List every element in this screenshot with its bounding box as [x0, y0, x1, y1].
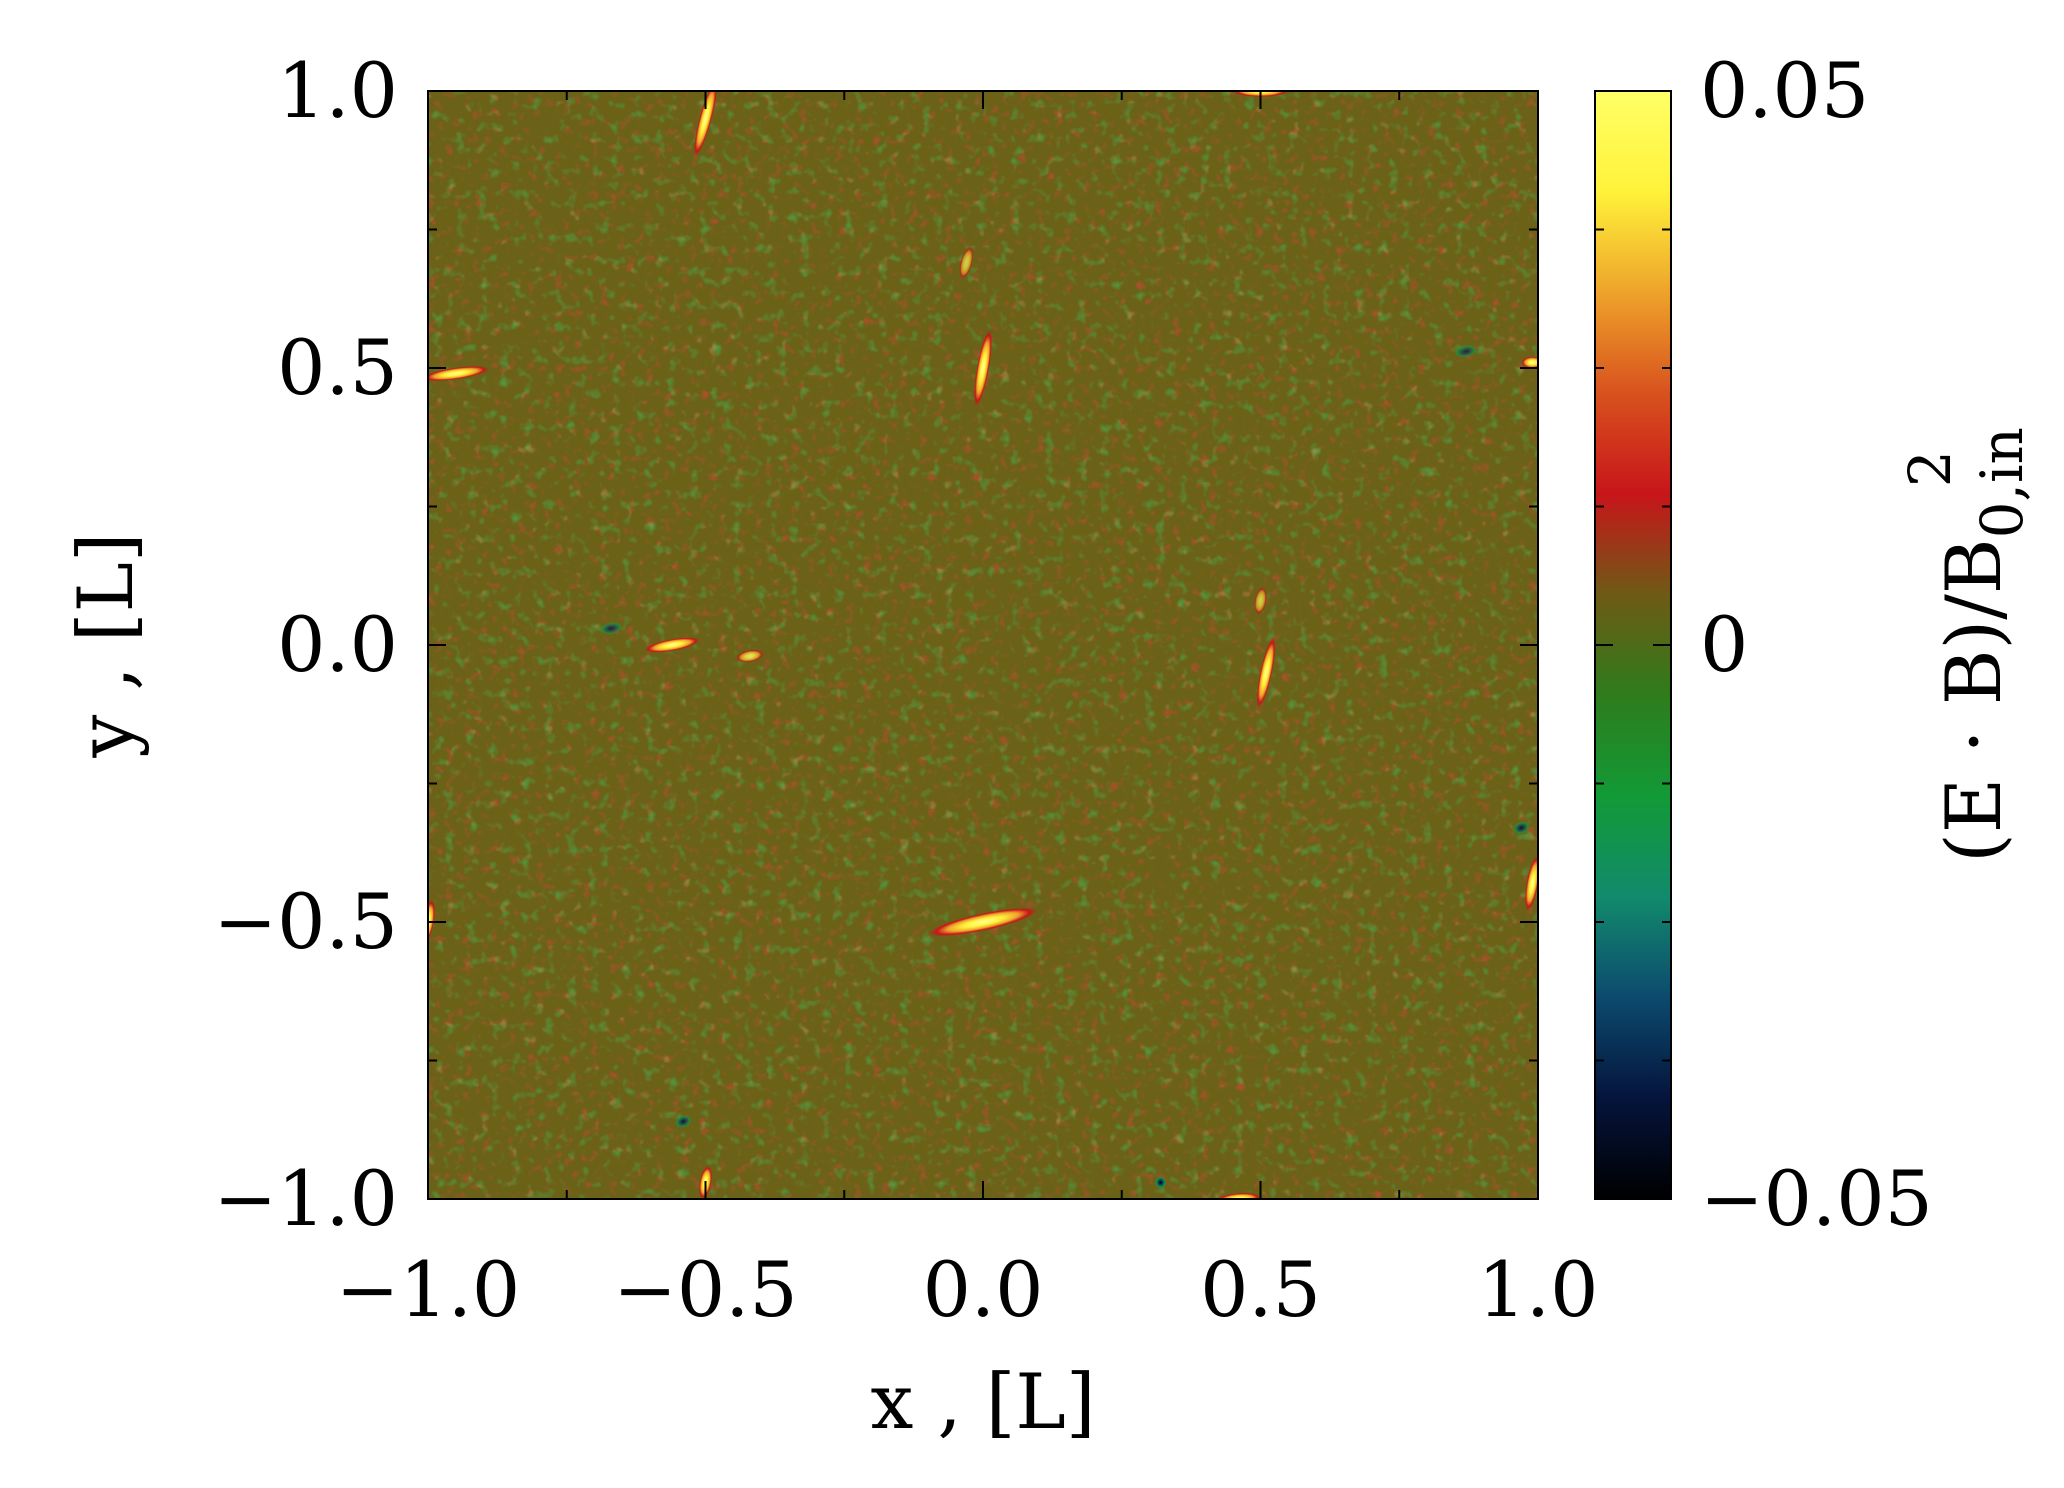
- x-tick-label: 1.0: [1478, 1245, 1599, 1334]
- colorbar-tick-label: −0.05: [1700, 1154, 1933, 1243]
- y-tick-label: −1.0: [213, 1154, 398, 1243]
- x-tick-labels: −1.0 −0.5 0.0 0.5 1.0: [336, 1245, 1599, 1334]
- heatmap-feature: [693, 91, 718, 157]
- colorbar-title-main: (E · B)/B: [1929, 538, 2018, 863]
- heatmap-feature: [973, 329, 993, 407]
- y-tick-label: 0.0: [277, 600, 398, 689]
- heatmap-feature: [1524, 855, 1538, 911]
- colorbar-ticks: [1595, 90, 1671, 1200]
- heatmap-feature: [428, 366, 489, 382]
- heatmap-feature: [644, 637, 700, 653]
- colorbar-title-subscript: 0,in: [1968, 427, 2036, 538]
- heatmap-feature: [1254, 586, 1267, 615]
- heatmap-feature: [928, 907, 1038, 937]
- x-tick-label: −0.5: [613, 1245, 798, 1334]
- x-axis-title: x , [L]: [870, 1357, 1095, 1446]
- plot-ticks: [427, 90, 1539, 1200]
- colorbar-tick-label: 0: [1700, 600, 1748, 689]
- heatmap-feature: [1454, 345, 1477, 358]
- y-tick-label: −0.5: [213, 877, 398, 966]
- x-tick-label: 0.0: [923, 1245, 1044, 1334]
- heatmap-feature: [1513, 821, 1530, 835]
- colorbar-title-superscript: 2: [1896, 450, 1964, 487]
- plot-area: [427, 90, 1539, 1200]
- heatmap-feature: [1256, 637, 1276, 709]
- y-tick-labels: −1.0 −0.5 0.0 0.5 1.0: [213, 46, 398, 1243]
- heatmap-feature: [675, 1115, 692, 1128]
- x-tick-label: 0.5: [1200, 1245, 1321, 1334]
- heatmap-feature: [736, 649, 764, 663]
- heatmap-feature: [959, 246, 974, 279]
- y-tick-label: 1.0: [277, 46, 398, 135]
- heatmap-features: [428, 91, 1538, 1199]
- colorbar-title: (E · B)/B0,in2: [1896, 427, 2036, 863]
- colorbar-tick-label: 0.05: [1700, 46, 1869, 135]
- heatmap-noise: [428, 91, 1538, 1199]
- colorbar: −0.05 0 0.05 (E · B)/B0,in2: [1594, 46, 2036, 1243]
- heatmap-feature: [1521, 356, 1538, 369]
- heatmap-feature: [600, 622, 623, 635]
- heatmap-feature: [1155, 1176, 1167, 1189]
- x-tick-label: −1.0: [336, 1245, 521, 1334]
- y-axis-title: y , [L]: [61, 532, 150, 758]
- heatmap-feature: [428, 900, 436, 944]
- y-tick-label: 0.5: [277, 323, 398, 412]
- colorbar-tick-labels: −0.05 0 0.05: [1700, 46, 1933, 1243]
